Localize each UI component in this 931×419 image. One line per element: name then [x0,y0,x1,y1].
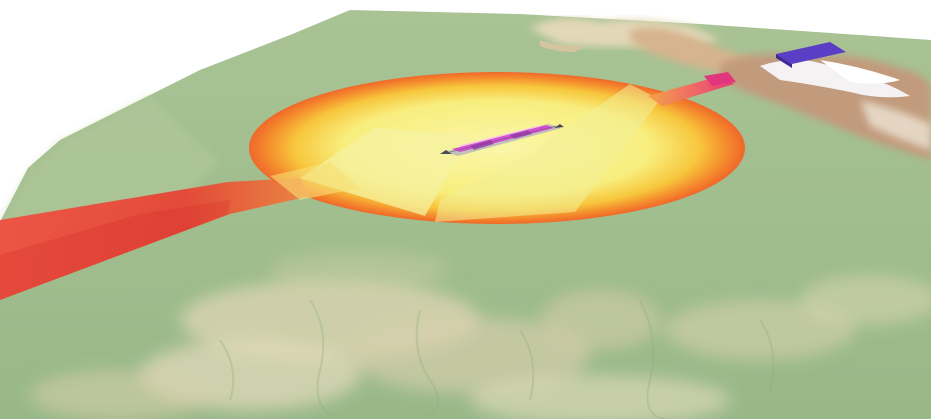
foreground-valleys [219,299,775,419]
transitional-surface-left [300,128,470,216]
foreground-hills [30,252,931,419]
transitional-surface-right [435,84,660,222]
distant-surface-block-side [776,54,792,68]
distant-surface-block [776,42,846,64]
transitional-surface-strip [270,162,360,200]
approach-surface-left-shade [0,200,230,300]
runway [440,124,564,156]
approach-surface-far-tip [704,72,736,86]
approach-surface-left [0,178,310,300]
distant-mountains [530,18,931,160]
